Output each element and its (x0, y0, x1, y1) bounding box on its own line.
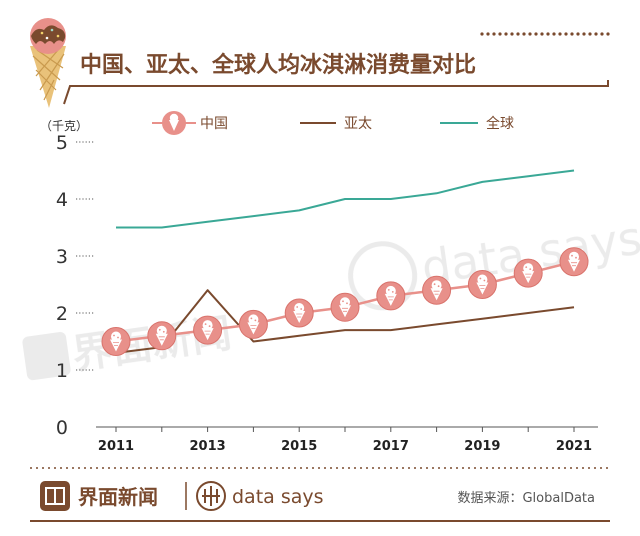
decoration-dot (606, 32, 610, 36)
ice-cream-marker (193, 315, 223, 345)
dot-decoration (480, 32, 610, 36)
y-tick-label: 1 (56, 360, 68, 382)
y-tick-label: 5 (56, 132, 68, 154)
chart: 0 1 2 3 4 5 2011 2013 2015 2017 2019 2021 (56, 132, 598, 454)
decoration-dot (492, 32, 496, 36)
decoration-dot (546, 32, 550, 36)
legend-label-apac: 亚太 (344, 116, 372, 132)
decoration-dot (510, 32, 514, 36)
ice-cream-marker (513, 258, 543, 288)
data-says-logo: data says (196, 481, 324, 511)
x-axis: 2011 2013 2015 2017 2019 2021 (96, 426, 598, 454)
y-tick-label: 2 (56, 303, 68, 325)
ice-cream-marker (422, 275, 452, 305)
page-title: 中国、亚太、全球人均冰淇淋消费量对比 (80, 52, 476, 78)
decoration-dot (486, 32, 490, 36)
footer-brand: 界面新闻 (78, 485, 158, 509)
x-tick-label: 2019 (464, 439, 500, 454)
legend: 中国 亚太 全球 (152, 111, 514, 135)
decoration-dot (588, 32, 592, 36)
decoration-dot (480, 32, 484, 36)
series-line-亚太 (115, 289, 575, 354)
legend-ice-cream-icon (162, 111, 186, 135)
decoration-dot (540, 32, 544, 36)
ice-cream-marker (467, 270, 497, 299)
ice-cream-marker (147, 321, 177, 351)
watermark: 界面新闻 data says (22, 211, 640, 381)
decoration-dot (570, 32, 574, 36)
ice-cream-cone-icon (30, 18, 66, 108)
decoration-dot (522, 32, 526, 36)
x-tick-label: 2011 (98, 439, 134, 454)
x-tick-label: 2015 (281, 439, 317, 454)
footer-logo: 界面新闻 (40, 481, 158, 511)
data-says-icon (196, 481, 226, 511)
decoration-dot (594, 32, 598, 36)
y-unit-label: （千克） (40, 119, 88, 133)
legend-label-global: 全球 (486, 115, 514, 132)
decoration-dot (504, 32, 508, 36)
decoration-dot (552, 32, 556, 36)
decoration-dot (600, 32, 604, 36)
legend-item-global: 全球 (440, 115, 514, 132)
y-axis: 0 1 2 3 4 5 (56, 132, 94, 439)
ice-cream-marker (238, 309, 268, 339)
y-tick-label: 4 (56, 189, 68, 211)
series-line-全球 (116, 169, 575, 229)
decoration-dot (498, 32, 502, 36)
decoration-dot (576, 32, 580, 36)
decoration-dot (582, 32, 586, 36)
ice-cream-marker (101, 327, 131, 356)
decoration-dot (534, 32, 538, 36)
decoration-dot (558, 32, 562, 36)
ice-cream-marker (330, 292, 360, 322)
ice-cream-marker (284, 298, 314, 328)
y-tick-label: 0 (56, 417, 68, 439)
header-underline (63, 80, 609, 105)
footer-source: 数据来源：GlobalData (457, 491, 595, 506)
legend-item-apac: 亚太 (300, 116, 372, 132)
decoration-dot (516, 32, 520, 36)
marker-layer (101, 247, 589, 356)
legend-label-china: 中国 (200, 116, 228, 132)
x-tick-label: 2017 (373, 439, 409, 454)
ice-cream-marker (376, 281, 406, 311)
x-tick-label: 2013 (190, 439, 226, 454)
decoration-dot (528, 32, 532, 36)
footer-brand-mark: data says (232, 486, 324, 508)
x-tick-label: 2021 (556, 439, 592, 454)
legend-item-china: 中国 (152, 111, 228, 135)
y-tick-label: 3 (56, 246, 68, 268)
decoration-dot (564, 32, 568, 36)
ice-cream-marker (559, 247, 589, 277)
